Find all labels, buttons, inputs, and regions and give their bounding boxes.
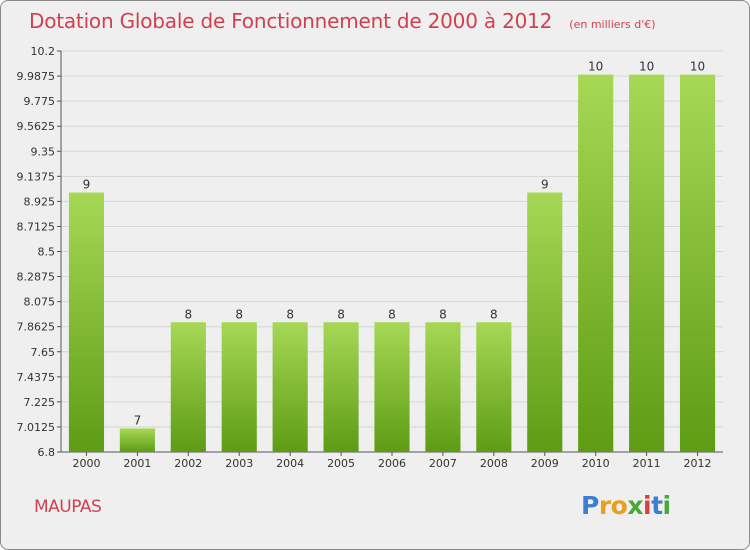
bar-2009 (527, 192, 563, 452)
y-tick-label: 9.9875 (17, 70, 56, 83)
y-tick-label: 9.1375 (17, 170, 56, 183)
data-label-2001: 7 (134, 413, 142, 427)
axes: 10.2 9.9875 9.775 9.5625 9.35 9.1375 8.925 8.71… (17, 45, 723, 470)
x-tick-label: 2012 (684, 457, 712, 470)
data-label-2000: 9 (83, 178, 91, 192)
x-tick-label: 2002 (174, 457, 202, 470)
y-tick-label: 8.925 (24, 195, 56, 208)
data-label-2009: 9 (541, 178, 549, 192)
x-tick-label: 2010 (582, 457, 610, 470)
x-tick-label: 2000 (72, 457, 100, 470)
title-row: Dotation Globale de Fonctionnement de 20… (29, 9, 656, 33)
data-label-2004: 8 (286, 307, 294, 321)
y-tick-label: 7.4375 (17, 371, 56, 384)
bar-2010 (578, 74, 614, 453)
x-tick-label: 2009 (531, 457, 559, 470)
y-tick-label: 7.0125 (17, 421, 56, 434)
commune-name: MAUPAS (34, 497, 102, 517)
y-tick-label: 7.8625 (17, 321, 56, 334)
data-label-2003: 8 (235, 307, 243, 321)
data-label-2008: 8 (490, 307, 498, 321)
x-tick-label: 2006 (378, 457, 406, 470)
x-tick-label: 2005 (327, 457, 355, 470)
bar-2003 (221, 322, 257, 452)
bar-2004 (272, 322, 308, 452)
bar-2002 (170, 322, 206, 452)
bar-2000 (68, 192, 105, 452)
y-tick-label: 7.65 (31, 346, 56, 359)
bar-2008 (476, 322, 512, 452)
bar-2012 (679, 74, 716, 453)
y-tick-label: 8.2875 (17, 271, 56, 284)
x-tick-label: 2004 (276, 457, 304, 470)
bars (68, 74, 716, 453)
x-tick-label: 2008 (480, 457, 508, 470)
bar-2001 (119, 428, 155, 452)
data-label-2007: 8 (439, 307, 447, 321)
x-tick-label: 2007 (429, 457, 457, 470)
bar-2011 (629, 74, 665, 453)
y-tick-label: 9.35 (31, 145, 56, 158)
x-tick-label: 2003 (225, 457, 253, 470)
y-tick-label: 10.2 (31, 45, 56, 58)
data-label-2012: 10 (690, 60, 705, 74)
data-labels: 9 7 8 8 8 8 8 8 8 9 10 10 10 (83, 60, 706, 428)
bar-2005 (323, 322, 359, 452)
data-label-2010: 10 (588, 60, 603, 74)
data-label-2005: 8 (337, 307, 345, 321)
y-tick-label: 9.5625 (17, 120, 56, 133)
x-tick-label: 2011 (633, 457, 661, 470)
proxiti-logo: Proxiti (581, 491, 671, 520)
data-label-2002: 8 (184, 307, 192, 321)
bar-2007 (425, 322, 461, 452)
y-tick-label: 8.7125 (17, 220, 56, 233)
data-label-2011: 10 (639, 60, 654, 74)
y-tick-label: 7.225 (24, 396, 56, 409)
chart-title: Dotation Globale de Fonctionnement de 20… (29, 9, 553, 33)
x-tick-label: 2001 (123, 457, 151, 470)
chart-unit: (en milliers d'€) (569, 18, 656, 31)
bar-2006 (374, 322, 410, 452)
y-tick-label: 6.8 (38, 446, 56, 459)
y-tick-label: 9.775 (24, 95, 56, 108)
y-tick-label: 8.5 (38, 246, 56, 259)
data-label-2006: 8 (388, 307, 396, 321)
y-tick-label: 8.075 (24, 296, 56, 309)
